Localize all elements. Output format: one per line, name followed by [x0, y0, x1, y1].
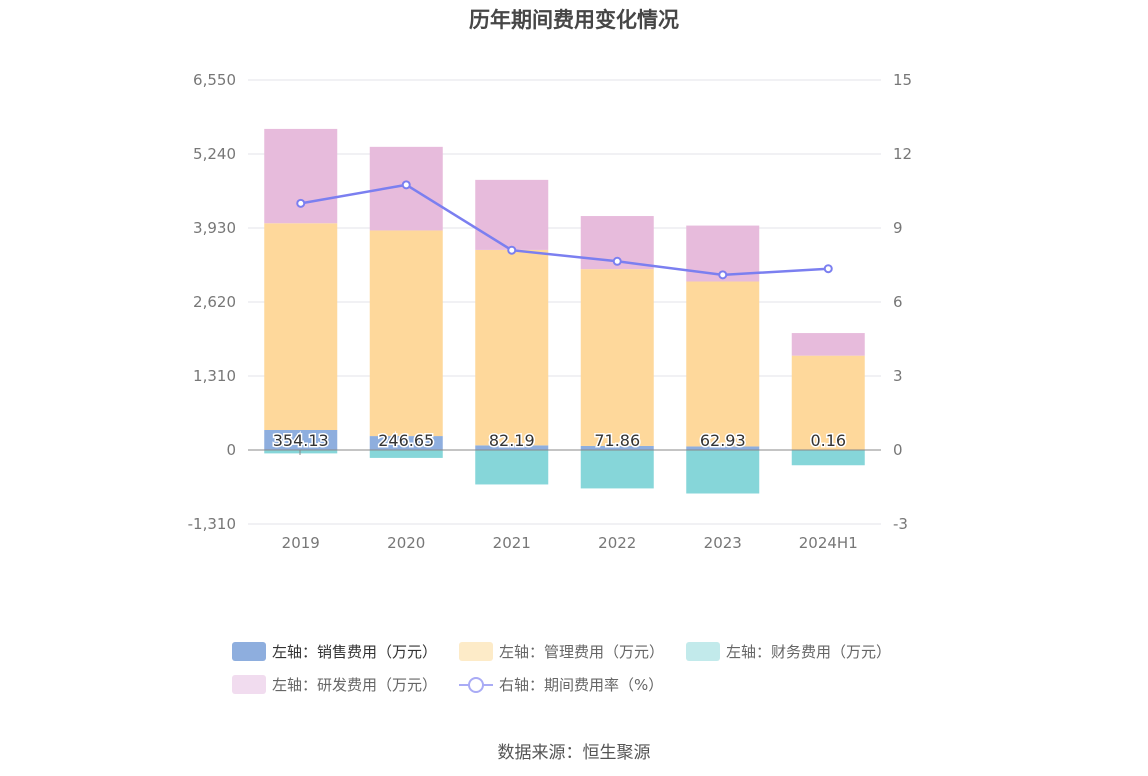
bar--2019	[264, 223, 338, 430]
bar--2021	[475, 445, 549, 450]
bar--2020	[369, 450, 443, 458]
chart-title: 历年期间费用变化情况	[469, 8, 679, 32]
legend-label: 左轴：研发费用（万元）	[272, 676, 438, 694]
data-label-sales-2021: 82.19	[489, 431, 535, 450]
x-tick-label: 2023	[704, 534, 742, 552]
legend-swatch	[459, 675, 494, 694]
legend-row-1: 左轴：销售费用（万元） 左轴：管理费用（万元） 左轴：财务费用（万元）	[232, 641, 913, 662]
bar--2022	[580, 445, 654, 450]
legend-swatch	[232, 675, 266, 694]
rate-line	[300, 183, 829, 277]
rate-point-2023	[718, 270, 728, 280]
bar--2021	[475, 179, 549, 250]
y-left-tick-label: -1,310	[188, 515, 236, 533]
legend-item[interactable]: 右轴：期间费用率（%）	[459, 674, 663, 695]
legend-swatch	[232, 642, 266, 661]
bar--2019	[264, 128, 338, 224]
y-right-tick-label: 6	[893, 293, 903, 311]
x-tick-label: 2020	[387, 534, 425, 552]
rate-point-2022	[612, 256, 622, 266]
bar--2019	[264, 429, 338, 450]
y-right-tick-label: 12	[893, 145, 912, 163]
legend-swatch	[459, 642, 494, 661]
y-left-tick-label: 0	[226, 441, 236, 459]
legend-item[interactable]: 左轴：研发费用（万元）	[232, 674, 437, 695]
y-left-tick-label: 2,620	[193, 293, 236, 311]
bar--2020	[369, 436, 443, 450]
y-left-tick-label: 6,550	[193, 71, 236, 89]
y-left-tick-label: 5,240	[193, 145, 236, 163]
bar--2023	[686, 450, 760, 494]
data-label-sales-2022: 71.86	[594, 431, 640, 450]
legend-swatch	[686, 642, 721, 661]
x-tick-label: 2021	[493, 534, 531, 552]
y-left-tick-label: 1,310	[193, 367, 236, 385]
bar--2024H1	[791, 333, 865, 356]
rate-point-2024H1	[823, 264, 833, 274]
legend-label: 左轴：财务费用（万元）	[726, 643, 892, 661]
bar--2022	[580, 269, 654, 446]
bar--2021	[475, 450, 549, 485]
legend-label: 左轴：销售费用（万元）	[272, 643, 438, 661]
legend-item[interactable]: 左轴：销售费用（万元）	[232, 641, 437, 662]
x-tick-label: 2024H1	[799, 534, 858, 552]
legend-item[interactable]: 左轴：财务费用（万元）	[686, 641, 891, 662]
bar--2023	[686, 281, 760, 447]
rate-point-2019	[296, 198, 306, 208]
data-label-sales-2024H1: 0.16	[810, 431, 846, 450]
x-tick-label: 2022	[598, 534, 636, 552]
legend-label: 左轴：管理费用（万元）	[499, 643, 665, 661]
data-label-sales-2019: 354.13	[273, 431, 329, 450]
bar--2020	[369, 230, 443, 437]
legend-label: 右轴：期间费用率（%）	[499, 676, 664, 694]
rate-point-2020	[401, 180, 411, 190]
rate-point-2021	[507, 245, 517, 255]
y-right-tick-label: 3	[893, 367, 903, 385]
legend-row-2: 左轴：研发费用（万元） 右轴：期间费用率（%）	[232, 674, 685, 695]
y-left-tick-label: 3,930	[193, 219, 236, 237]
bar--2019	[264, 450, 338, 454]
x-tick-label: 2019	[282, 534, 320, 552]
bar--2024H1	[791, 450, 865, 466]
data-source: 数据来源：恒生聚源	[497, 743, 651, 763]
bar--2022	[580, 450, 654, 489]
data-label-sales-2020: 246.65	[378, 431, 434, 450]
y-right-tick-label: 9	[893, 219, 903, 237]
legend-item[interactable]: 左轴：管理费用（万元）	[459, 641, 664, 662]
bar--2023	[686, 446, 760, 450]
y-right-tick-label: 15	[893, 71, 912, 89]
y-right-tick-label: 0	[893, 441, 903, 459]
y-right-tick-label: -3	[893, 515, 908, 533]
data-label-sales-2023: 62.93	[700, 431, 746, 450]
bar--2024H1	[791, 355, 865, 450]
bar--2021	[475, 249, 549, 446]
